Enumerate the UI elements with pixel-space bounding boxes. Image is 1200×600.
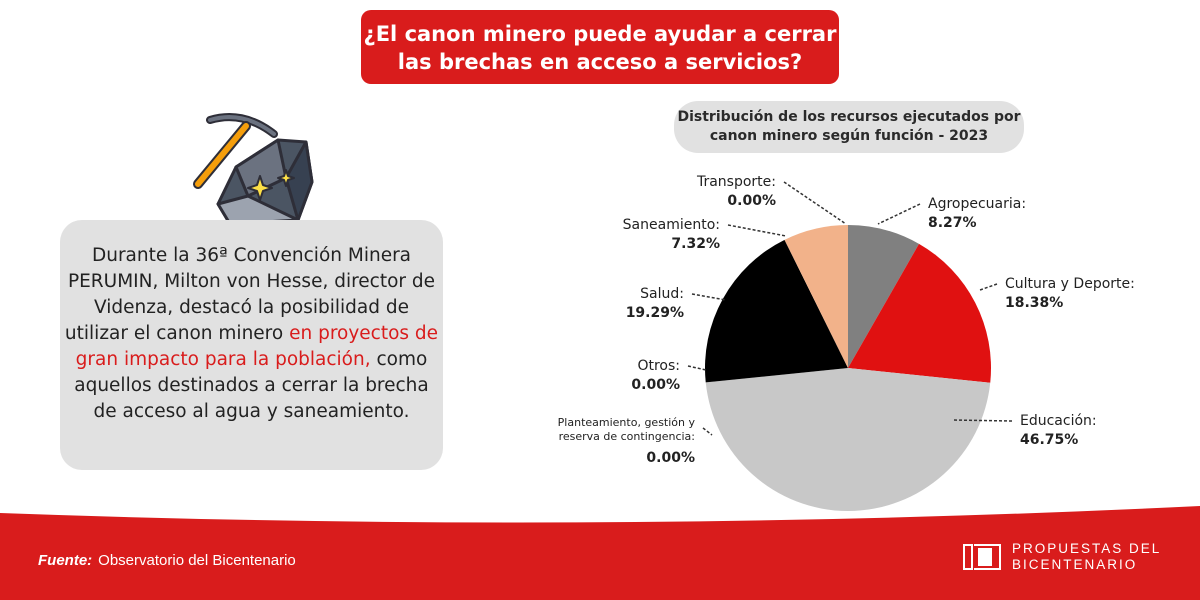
slice-value: 0.00% bbox=[646, 450, 695, 466]
pie-slice bbox=[784, 225, 848, 368]
source-line: Fuente: Observatorio del Bicentenario bbox=[38, 552, 296, 569]
leader-line bbox=[702, 427, 713, 436]
slice-value: 8.27% bbox=[928, 215, 977, 231]
pie-slice bbox=[705, 239, 848, 383]
slice-label: Planteamiento, gestión y reserva de conti… bbox=[558, 416, 696, 466]
slice-label-text: reserva de contingencia: bbox=[559, 430, 695, 443]
slice-label: Educación: 46.75% bbox=[1020, 413, 1097, 448]
source-text: Observatorio del Bicentenario bbox=[98, 552, 296, 569]
slice-value: 18.38% bbox=[1005, 295, 1063, 311]
info-card-text: Durante la 36ª Convención Minera PERUMIN… bbox=[60, 243, 443, 425]
chart-title-line2: canon minero según función - 2023 bbox=[709, 128, 989, 144]
slice-value: 0.00% bbox=[727, 193, 776, 209]
pie-slice bbox=[705, 368, 991, 511]
info-text-part1: Durante la 36ª Convención Minera PERUMIN… bbox=[64, 245, 436, 344]
slice-value: 7.32% bbox=[671, 236, 720, 252]
header-banner: ¿El canon minero puede ayudar a cerrar l… bbox=[361, 10, 839, 84]
leader-line bbox=[951, 419, 1013, 422]
slice-label-text: Educación: bbox=[1020, 413, 1097, 429]
info-card: Durante la 36ª Convención Minera PERUMIN… bbox=[60, 220, 443, 470]
header-title-line2: las brechas en acceso a servicios? bbox=[397, 50, 803, 74]
header-title-line1: ¿El canon minero puede ayudar a cerrar bbox=[363, 22, 837, 46]
slice-label-text: Planteamiento, gestión y bbox=[558, 416, 696, 429]
info-text-highlight: en proyectos de gran impacto para la pob… bbox=[75, 323, 439, 370]
slice-label-text: Agropecuaria: bbox=[928, 196, 1026, 212]
book-logo-icon bbox=[963, 544, 1001, 570]
slice-label: Saneamiento: 7.32% bbox=[623, 217, 720, 252]
slice-label: Salud: 19.29% bbox=[626, 286, 684, 321]
leader-line bbox=[687, 365, 707, 371]
footer-background bbox=[0, 506, 1200, 600]
slice-label-text: Saneamiento: bbox=[623, 217, 720, 233]
chart-title-line1: Distribución de los recursos ejecutados … bbox=[677, 109, 1021, 125]
pie-slices bbox=[705, 225, 991, 511]
pie-slice bbox=[848, 225, 920, 368]
info-text-part2: como aquellos destinados a cerrar la bre… bbox=[74, 349, 429, 422]
slice-label: Transporte: 0.00% bbox=[696, 174, 776, 209]
slice-label: Agropecuaria: 8.27% bbox=[928, 196, 1026, 231]
brand-name: PROPUESTAS DEL BICENTENARIO bbox=[1012, 541, 1161, 573]
slice-value: 46.75% bbox=[1020, 432, 1078, 448]
pie-slice bbox=[848, 243, 991, 383]
slice-value: 19.29% bbox=[626, 305, 684, 321]
leader-line bbox=[877, 203, 921, 225]
leader-line bbox=[691, 293, 727, 301]
slice-label: Cultura y Deporte: 18.38% bbox=[1005, 276, 1135, 311]
brand-line2: BICENTENARIO bbox=[1012, 557, 1138, 572]
leader-line bbox=[979, 283, 998, 291]
chart-title: Distribución de los recursos ejecutados … bbox=[674, 101, 1024, 153]
source-label: Fuente: bbox=[38, 552, 93, 569]
leader-line bbox=[783, 181, 847, 225]
slice-label-text: Salud: bbox=[640, 286, 684, 302]
slice-label-text: Transporte: bbox=[696, 174, 776, 190]
slice-label: Otros: 0.00% bbox=[631, 358, 680, 393]
slice-label-text: Cultura y Deporte: bbox=[1005, 276, 1135, 292]
slice-label-text: Otros: bbox=[637, 358, 680, 374]
slice-value: 0.00% bbox=[631, 377, 680, 393]
brand-line1: PROPUESTAS DEL bbox=[1012, 541, 1162, 556]
